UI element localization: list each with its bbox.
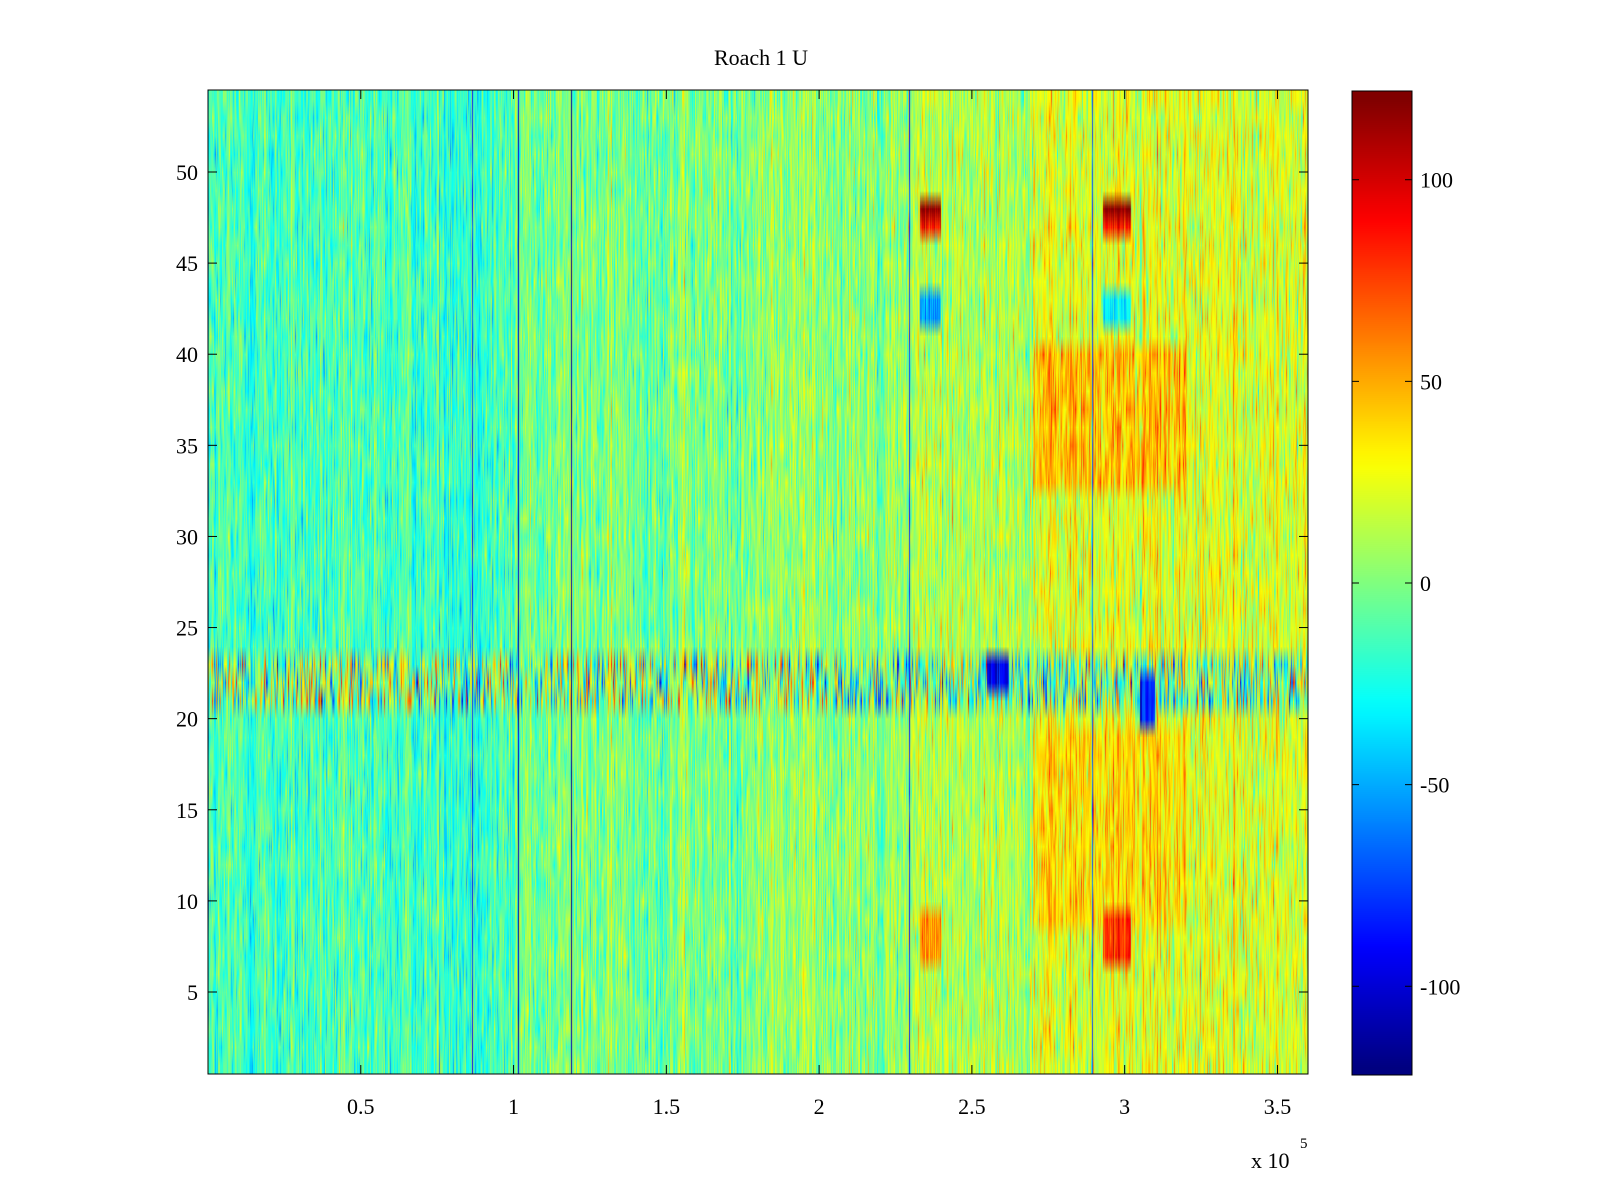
x-tick-label: 1.5 xyxy=(653,1094,681,1119)
colorbar-tick-label: -100 xyxy=(1420,974,1460,999)
heatmap-image xyxy=(208,90,1308,1074)
x-tick-label: 3 xyxy=(1119,1094,1130,1119)
colorbar-tick-label: 100 xyxy=(1420,168,1453,193)
y-tick-label: 35 xyxy=(176,433,198,458)
x-tick-label: 3.5 xyxy=(1264,1094,1292,1119)
x-axis-multiplier: x 10 xyxy=(1251,1148,1290,1173)
colorbar: 100 50 0 -50 -100 xyxy=(1351,90,1460,1076)
chart-title: Roach 1 U xyxy=(714,45,808,70)
y-tick-label: 10 xyxy=(176,889,198,914)
colorbar-gradient xyxy=(1352,91,1412,1075)
x-multiplier-exponent: 5 xyxy=(1300,1136,1308,1152)
y-tick-label: 45 xyxy=(176,251,198,276)
colorbar-tick-label: 0 xyxy=(1420,571,1431,596)
y-tick-label: 40 xyxy=(176,342,198,367)
colorbar-tick-label: -50 xyxy=(1420,773,1449,798)
colorbar-ticks: 100 50 0 -50 -100 xyxy=(1352,168,1460,999)
colorbar-tick-label: 50 xyxy=(1420,369,1442,394)
y-tick-label: 25 xyxy=(176,616,198,641)
y-axis: 5 10 15 20 25 30 35 40 45 50 xyxy=(176,160,1308,1005)
x-tick-label: 0.5 xyxy=(347,1094,375,1119)
y-tick-label: 20 xyxy=(176,707,198,732)
x-multiplier-base: x 10 xyxy=(1251,1148,1290,1173)
x-axis: 0.5 1 1.5 2 2.5 3 3.5 xyxy=(347,90,1291,1119)
heatmap-plot-area xyxy=(207,89,1309,1075)
plot-frame xyxy=(207,89,1309,1075)
y-tick-label: 15 xyxy=(176,798,198,823)
y-tick-label: 5 xyxy=(187,980,198,1005)
x-tick-label: 2 xyxy=(814,1094,825,1119)
x-tick-label: 1 xyxy=(508,1094,519,1119)
x-tick-label: 2.5 xyxy=(958,1094,986,1119)
y-tick-label: 30 xyxy=(176,524,198,549)
y-tick-label: 50 xyxy=(176,160,198,185)
